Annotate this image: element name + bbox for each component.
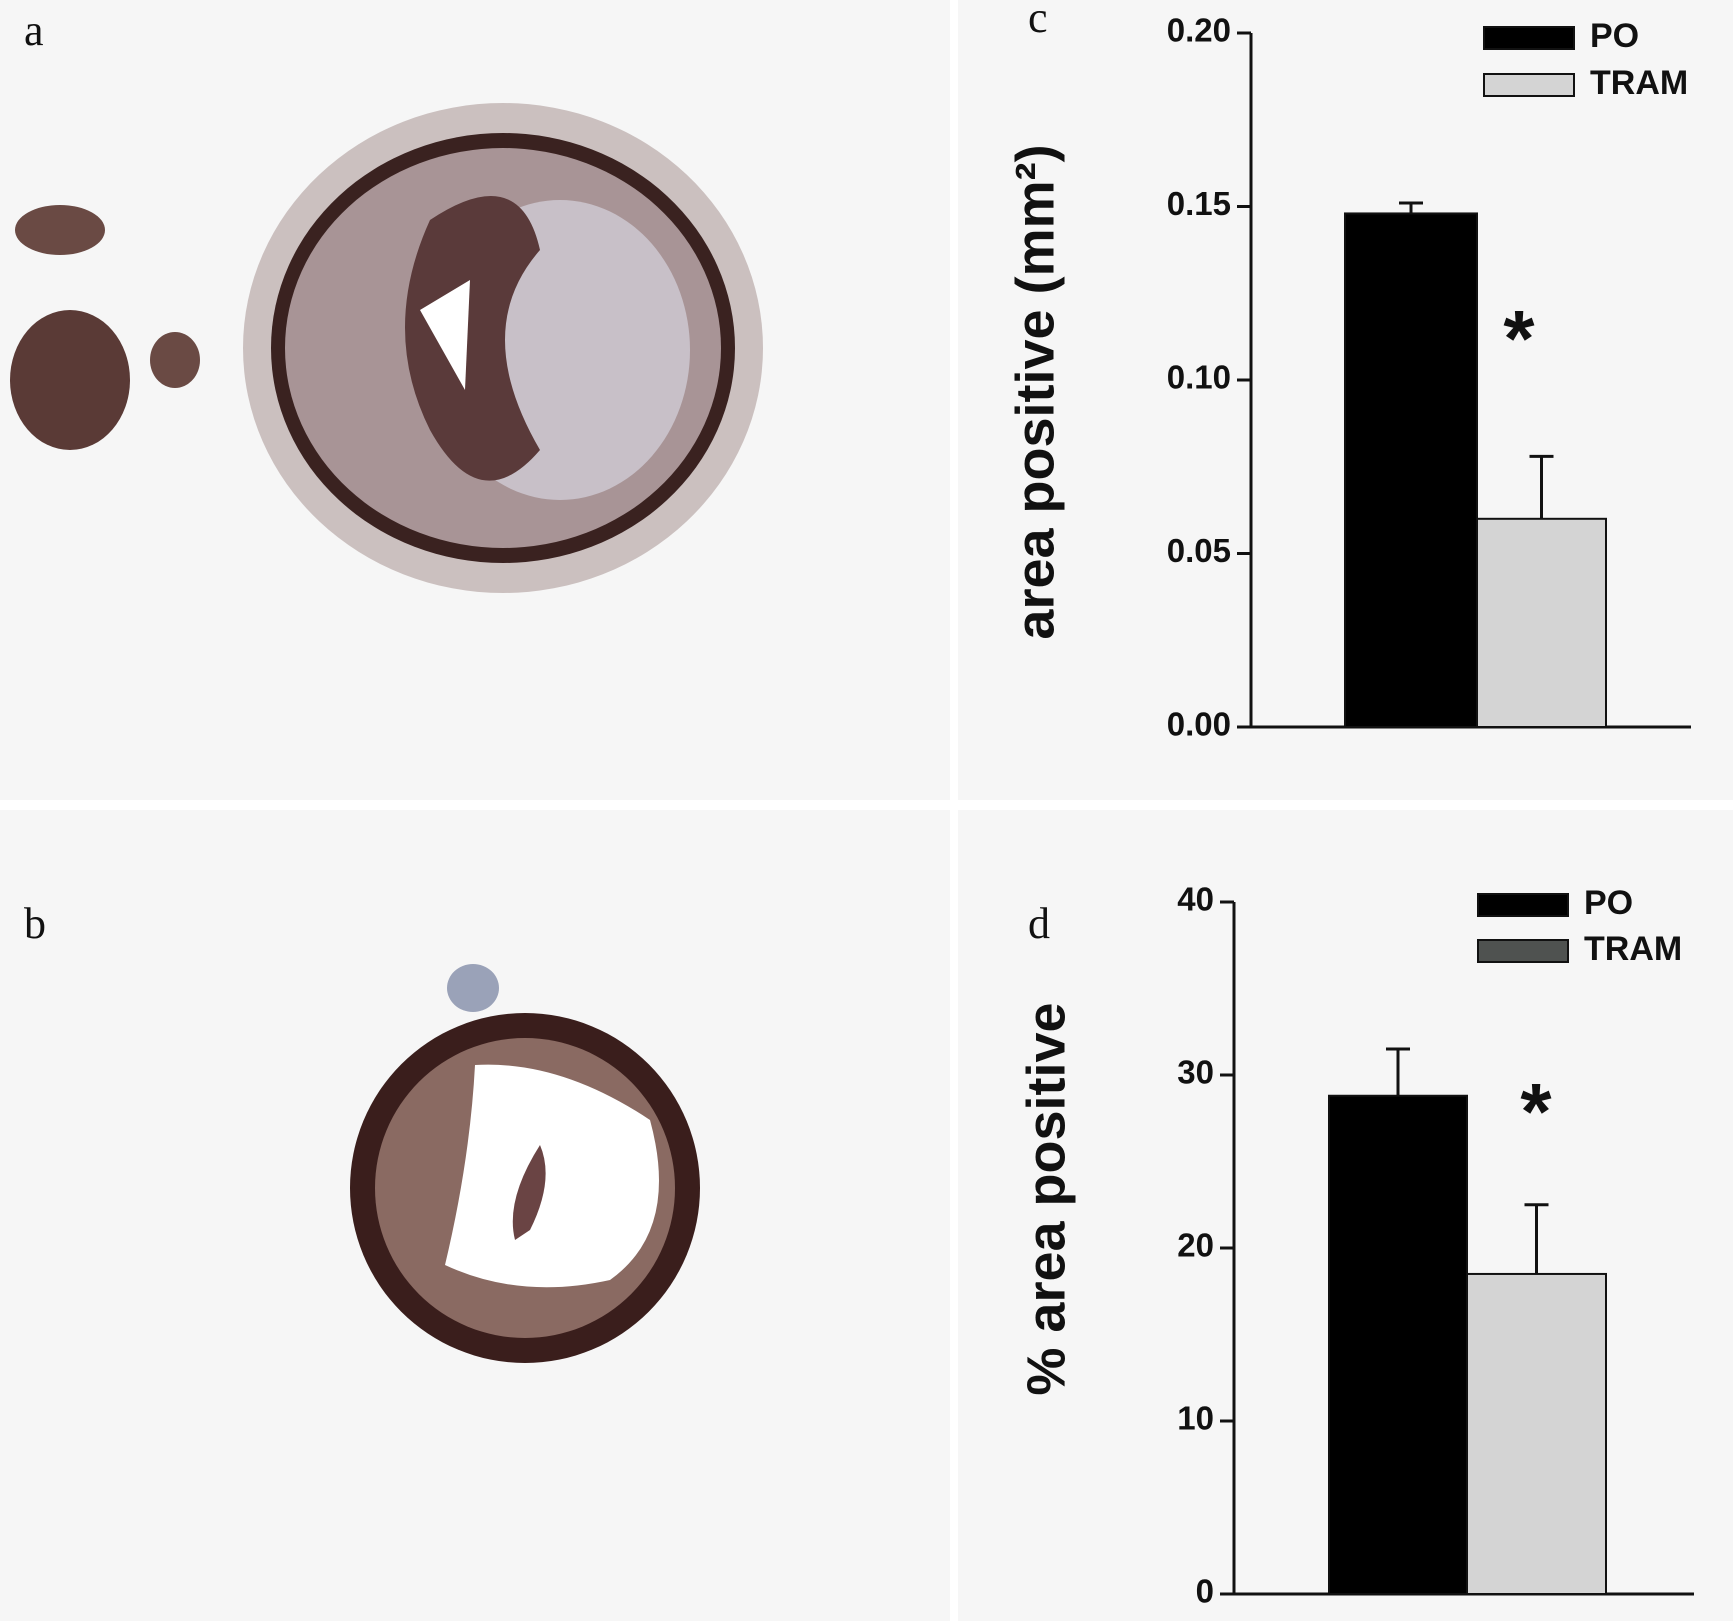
y-tick-label: 0 (1196, 1573, 1214, 1610)
legend-swatch (1483, 26, 1575, 50)
legend-swatch (1477, 893, 1569, 917)
y-axis-label: % area positive (1016, 1002, 1076, 1395)
micrograph-b (350, 964, 700, 1363)
bar (1476, 517, 1607, 728)
y-tick-label: 0.10 (1167, 359, 1231, 396)
y-tick-label: 0.20 (1167, 12, 1231, 49)
panel-label: c (1028, 0, 1048, 42)
y-tick-label: 40 (1177, 881, 1214, 918)
significance-mark: * (1520, 1067, 1552, 1156)
legend-swatch (1477, 939, 1569, 963)
panel-label: a (24, 6, 44, 55)
legend-label: PO (1590, 17, 1639, 55)
significance-mark: * (1503, 294, 1535, 383)
bar (1344, 212, 1478, 728)
legend-swatch (1483, 73, 1575, 97)
legend-label: TRAM (1590, 64, 1688, 102)
legend-label: PO (1584, 884, 1633, 922)
legend-label: TRAM (1584, 930, 1682, 968)
bar (1328, 1094, 1468, 1595)
bar (1466, 1272, 1607, 1595)
y-tick-label: 0.15 (1167, 185, 1231, 222)
panel-label: d (1028, 899, 1050, 948)
y-tick-label: 30 (1177, 1054, 1214, 1091)
y-tick-label: 0.05 (1167, 532, 1231, 569)
micrograph-a (10, 103, 763, 593)
y-tick-label: 0.00 (1167, 706, 1231, 743)
panel-label: b (24, 899, 46, 948)
y-tick-label: 20 (1177, 1227, 1214, 1264)
y-tick-label: 10 (1177, 1400, 1214, 1437)
y-axis-label: area positive (mm²) (1005, 144, 1065, 639)
